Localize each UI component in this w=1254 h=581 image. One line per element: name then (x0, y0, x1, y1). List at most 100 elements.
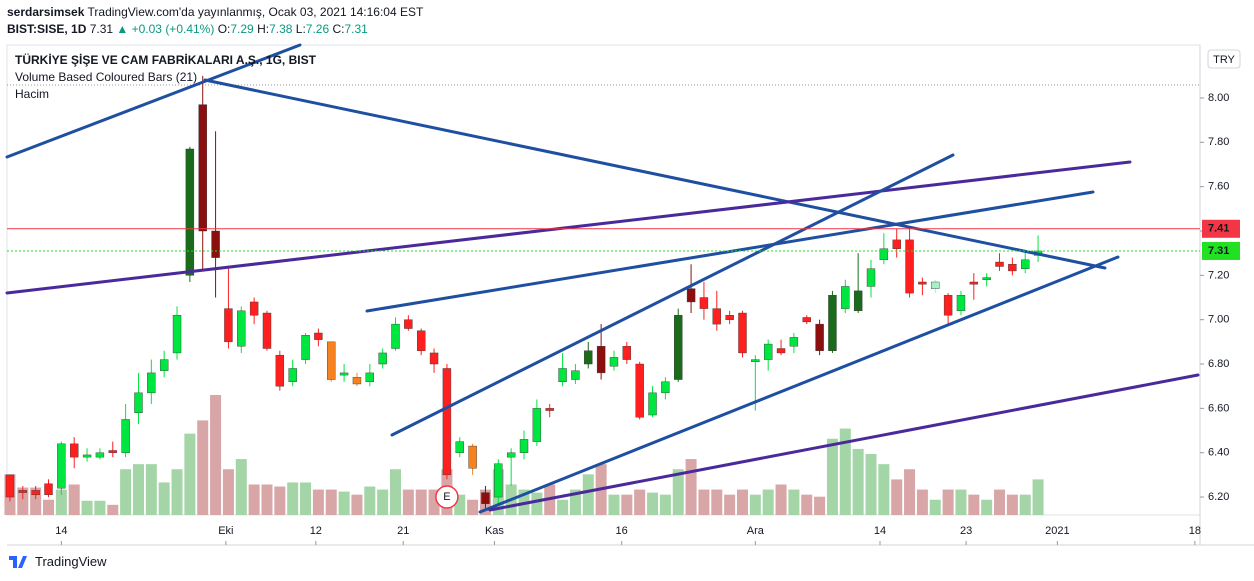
candle-body (108, 450, 117, 453)
price-label-box (1202, 219, 1240, 238)
trend-line (390, 153, 955, 437)
candle-body (391, 323, 400, 349)
logo (9, 555, 27, 568)
candle-body (725, 315, 734, 320)
last: 7.31 (89, 22, 114, 36)
candle-body (352, 377, 362, 385)
y-tick-label: 7.80 (1208, 136, 1229, 148)
x-tick-label: 16 (616, 525, 628, 537)
volume-bar (929, 499, 941, 515)
candle-body (841, 286, 850, 309)
volume-bar (120, 469, 132, 515)
candle-body (147, 372, 156, 394)
volume-bar (158, 482, 170, 515)
candle-body (571, 370, 580, 380)
published: TradingView.com'da yayınlanmış, Ocak 03,… (87, 5, 424, 19)
volume-bar (454, 494, 466, 515)
volume-bar (749, 494, 761, 515)
symbol-line: BIST:SISE, 1D 7.31 ▲ +0.03 (+0.41%) O:7.… (7, 21, 423, 38)
candle-body (57, 443, 66, 489)
volume-bar (582, 474, 594, 515)
volume-bar (55, 489, 67, 515)
candle-body (288, 368, 297, 382)
legend: TÜRKİYE ŞİŞE VE CAM FABRİKALARI A.Ş., 1G… (15, 52, 316, 103)
candle-body (121, 419, 130, 453)
price-label: 7.31 (1208, 245, 1229, 257)
candle-body (648, 392, 657, 416)
ohlc-label: H: (257, 22, 270, 36)
candle-body (905, 239, 914, 294)
volume-bar (878, 464, 890, 515)
candle-body (44, 483, 53, 496)
candle-body (314, 332, 323, 340)
y-tick-label: 7.00 (1208, 314, 1229, 326)
candles (5, 75, 1043, 509)
x-tick-label: 12 (310, 525, 322, 537)
trend-line (5, 160, 1132, 295)
volume-bar (222, 469, 234, 515)
y-tick-label: 6.80 (1208, 358, 1229, 370)
candle-body (494, 463, 503, 498)
volume-bar (17, 487, 29, 515)
candle-body (853, 290, 863, 312)
volume-bar (300, 482, 312, 515)
candle-body (327, 341, 336, 380)
candle-body (712, 308, 721, 325)
volume-bar (325, 489, 337, 515)
volume-bar (184, 433, 196, 515)
trend-line (365, 190, 1095, 313)
candle-body (429, 352, 439, 365)
x-tick-label: 2021 (1045, 525, 1069, 537)
candle-body (519, 439, 529, 453)
chart-title: TÜRKİYE ŞİŞE VE CAM FABRİKALARI A.Ş., 1G… (15, 53, 316, 67)
y-tick-label: 6.60 (1208, 402, 1229, 414)
volume-bar (891, 479, 903, 515)
x-tick-label: Eki (218, 525, 233, 537)
volume-bar (621, 494, 633, 515)
volume-bar (826, 438, 838, 515)
candle-body (815, 323, 824, 351)
candle-body (738, 312, 747, 354)
volume-bar (210, 395, 222, 515)
candle-body (224, 308, 233, 343)
candle-body (995, 261, 1004, 267)
volume-bar (647, 492, 659, 515)
x-tick-label: 21 (397, 525, 409, 537)
volume-bar (145, 464, 157, 515)
price-label: 7.41 (1208, 223, 1229, 235)
candle-body (5, 474, 15, 498)
candle-body (1021, 259, 1030, 269)
candle-body (828, 295, 837, 351)
ohlc-label: C: (332, 22, 345, 36)
volume-bar (94, 500, 106, 515)
ohlc-value: 7.29 (230, 22, 254, 36)
earnings-marker (435, 485, 459, 509)
volume-bar (338, 491, 350, 515)
candle-body (686, 288, 696, 303)
trend-line (5, 43, 302, 159)
trend-line (488, 373, 1200, 512)
volume-bar (531, 492, 543, 515)
volume-bar (672, 469, 684, 515)
candle-body (442, 368, 452, 476)
candle-body (892, 239, 901, 249)
volume-bar (916, 489, 928, 515)
candle-body (262, 312, 272, 349)
volume-bar (685, 459, 697, 515)
volume-bar (942, 489, 954, 515)
volume-bar (43, 499, 55, 515)
candle-body (596, 346, 606, 374)
earnings-label: E (443, 491, 450, 503)
candle-body (635, 363, 644, 418)
candle-body (378, 352, 387, 365)
volume-bar (402, 489, 414, 515)
volume-bar (788, 489, 800, 515)
volume-bar (428, 489, 440, 515)
volume-bar (415, 489, 427, 515)
ohlc-value: 7.31 (344, 22, 368, 36)
y-tick-label: 7.20 (1208, 269, 1229, 281)
x-tick-label: 23 (960, 525, 972, 537)
volume-pane (4, 395, 1044, 515)
